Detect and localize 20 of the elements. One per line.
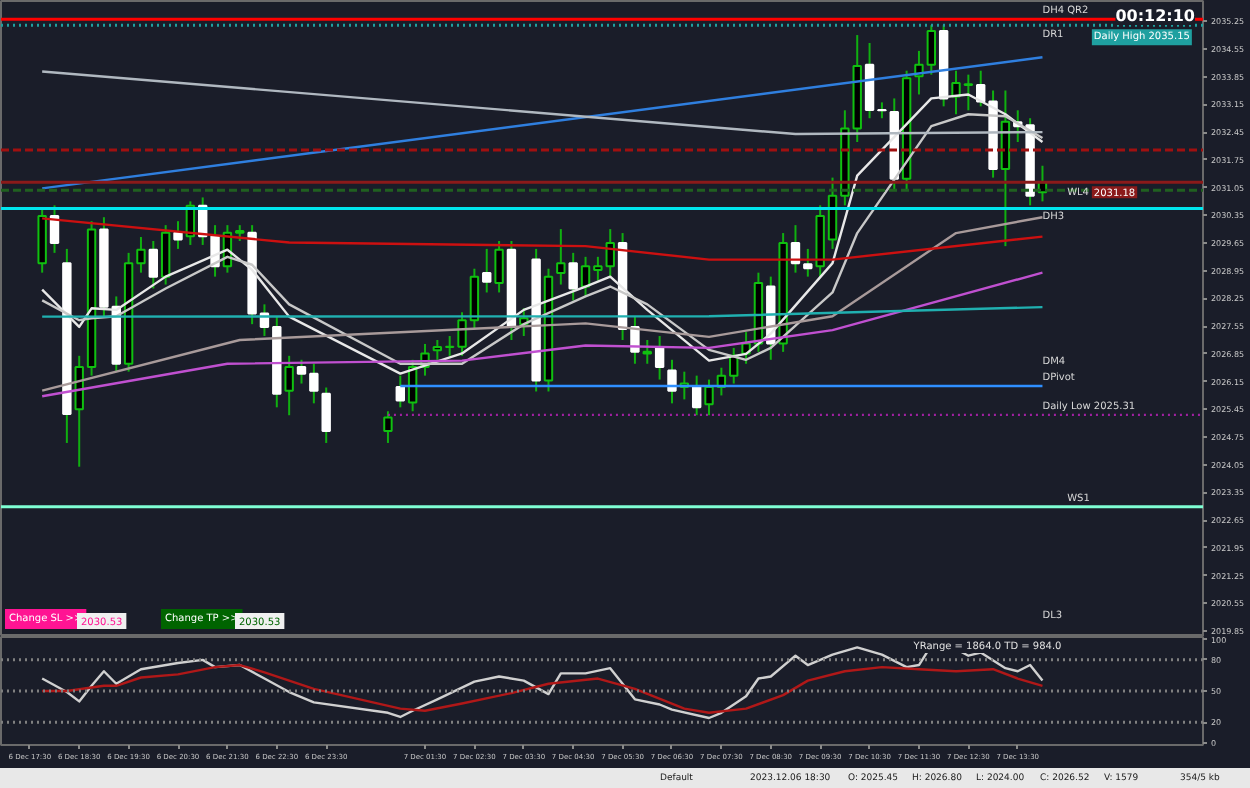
candlestick [667, 358, 677, 405]
candlestick [284, 354, 294, 417]
candlestick [691, 374, 702, 417]
candlestick [556, 228, 566, 286]
line-series [40, 663, 1044, 715]
candlestick [642, 338, 652, 365]
candlestick [173, 220, 183, 250]
candlestick [37, 208, 47, 274]
candlestick [803, 247, 813, 278]
candlestick [482, 247, 492, 294]
candlestick [160, 224, 171, 286]
candlestick [148, 239, 159, 290]
candlestick [494, 239, 504, 294]
line-series [40, 216, 1044, 392]
line-series [40, 271, 1044, 398]
candlestick [321, 386, 331, 444]
candlestick [383, 410, 393, 444]
candlestick [395, 374, 405, 409]
candlestick [568, 251, 578, 302]
annotation: 00:12:10 [1115, 7, 1196, 25]
